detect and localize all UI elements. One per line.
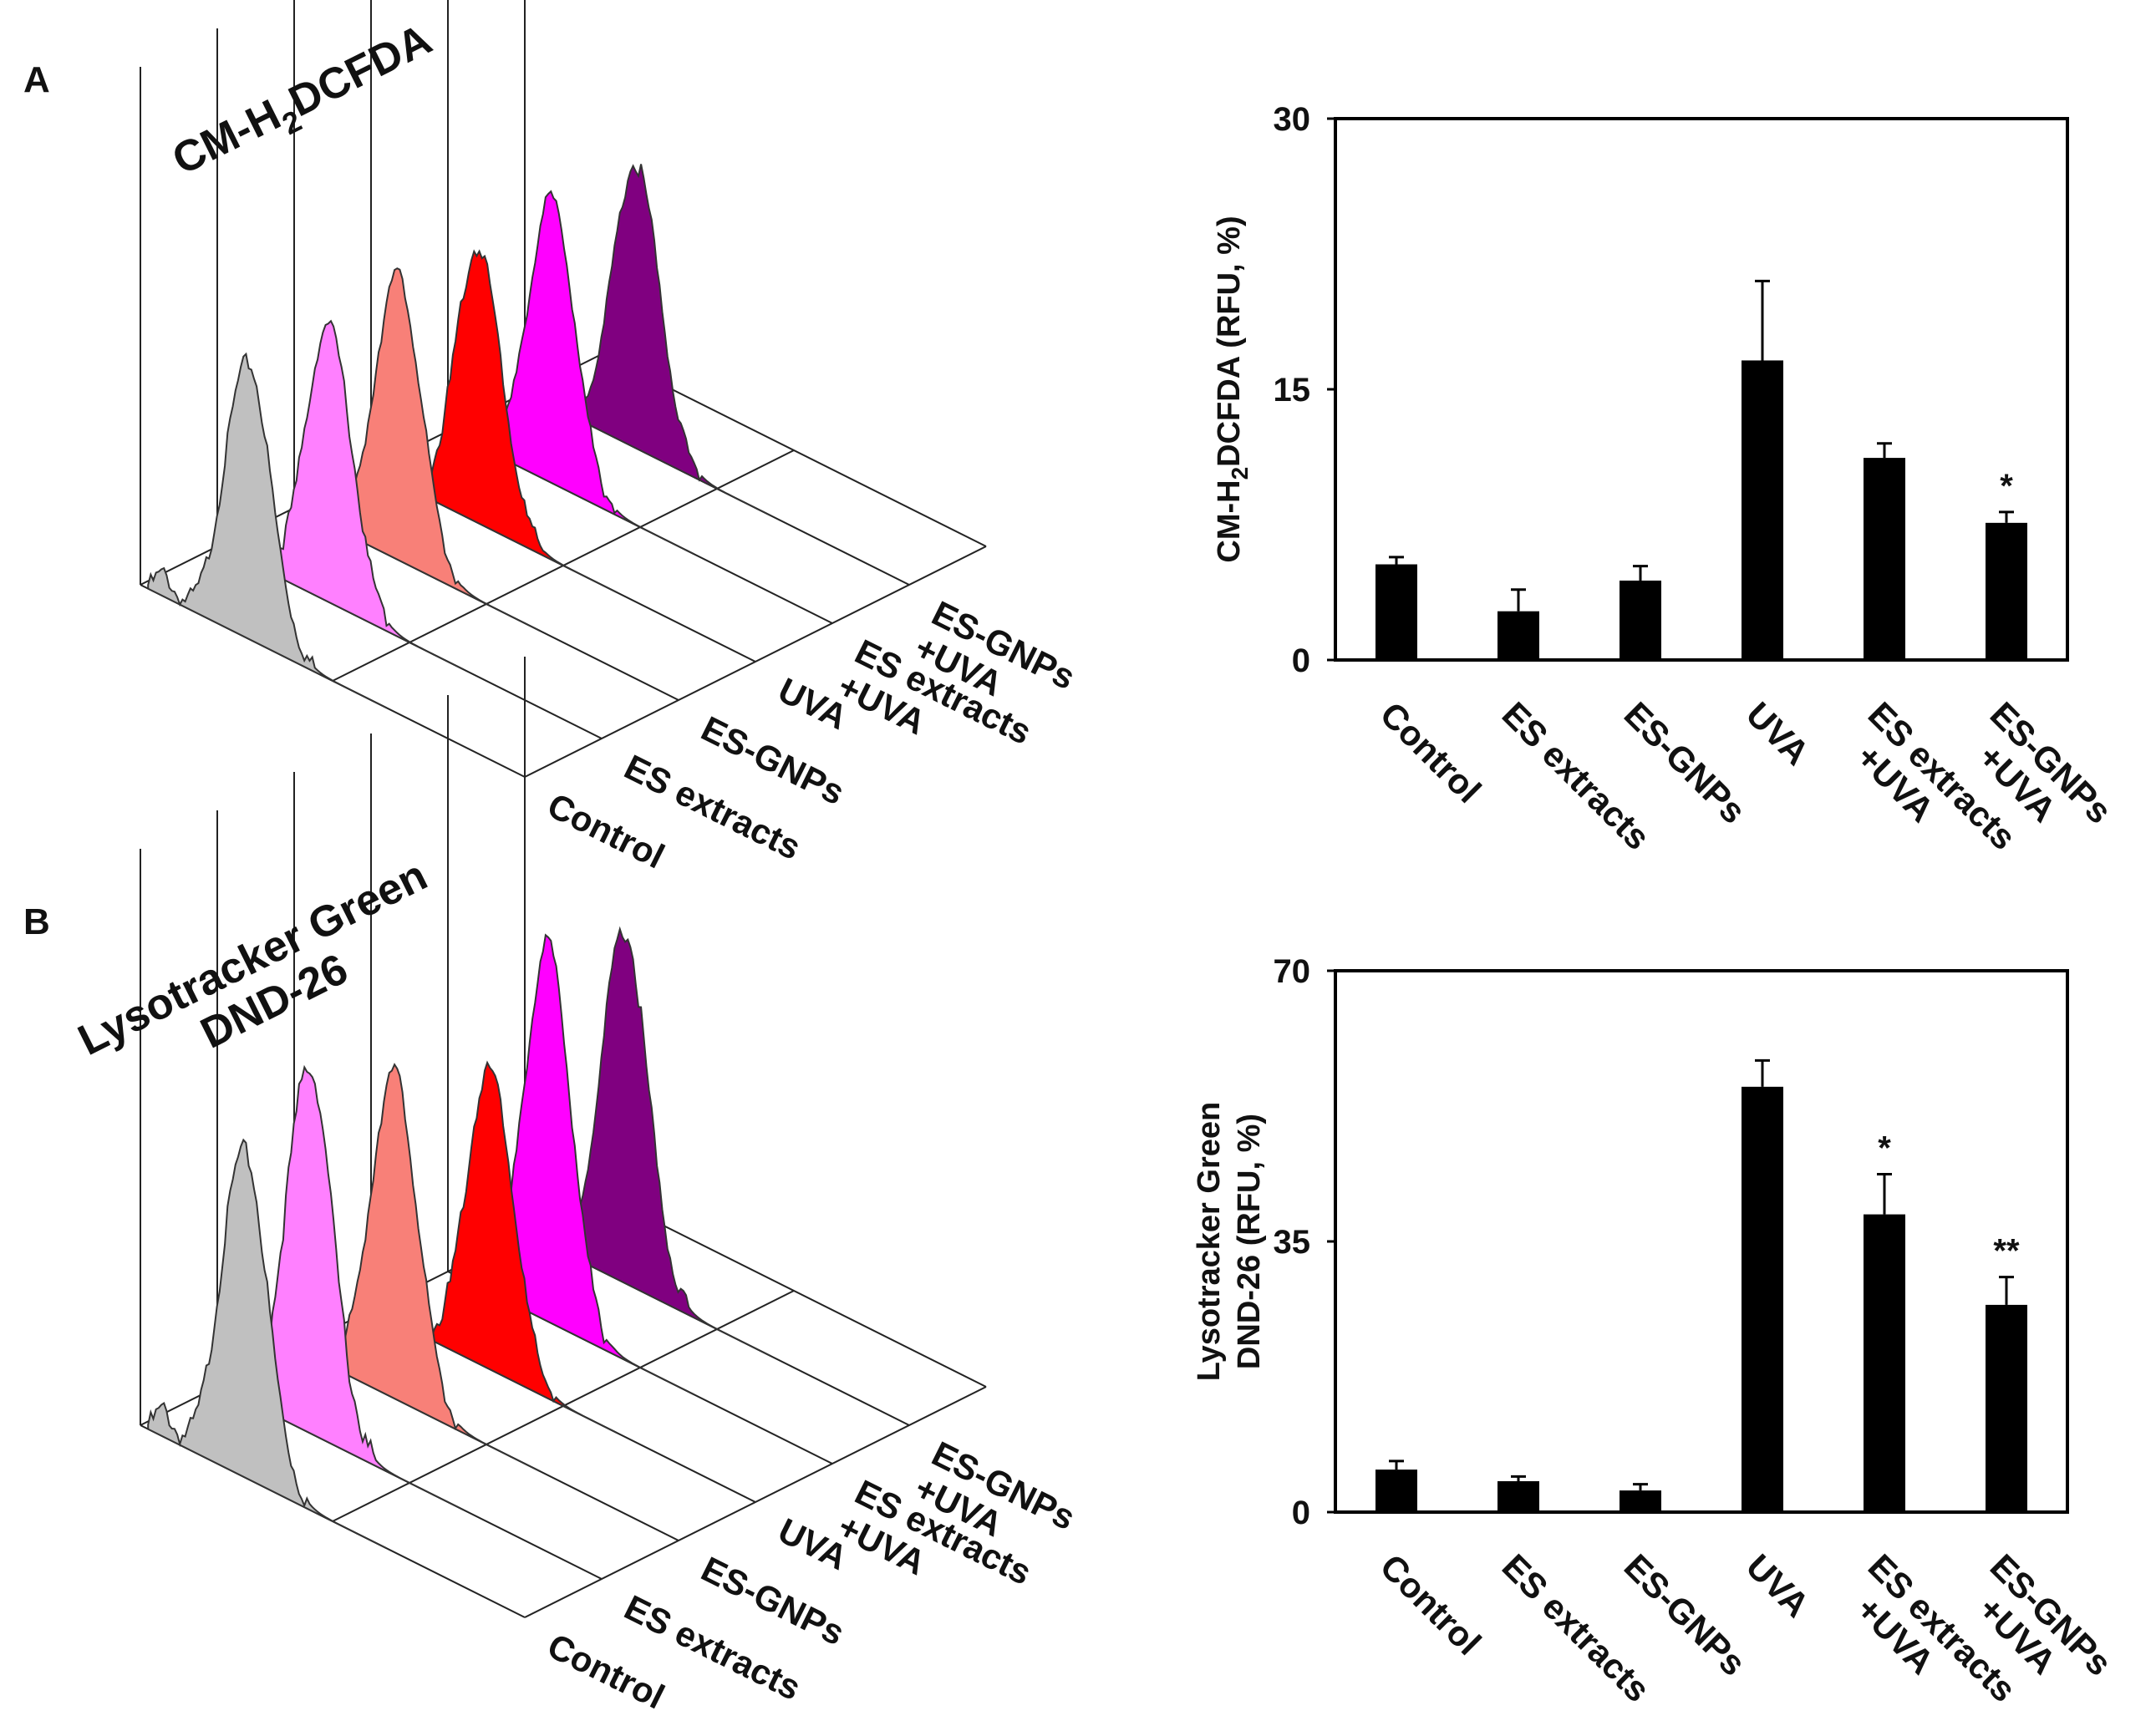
plot-frame	[1334, 117, 2069, 662]
bar	[1375, 1470, 1417, 1512]
floor-grid-line	[524, 546, 987, 778]
hist-curve-1	[147, 352, 387, 709]
plot-frame	[1334, 969, 2069, 1514]
y-tick-label: 70	[1274, 953, 1311, 990]
bar	[1986, 1304, 2027, 1512]
panel-label: B	[23, 901, 50, 942]
y-tick-label: 0	[1292, 1495, 1310, 1531]
bar	[1375, 564, 1417, 660]
bar	[1742, 360, 1783, 660]
category-label: UVA	[1739, 694, 1818, 773]
significance-marker: *	[1878, 1129, 1891, 1166]
histogram-title: CM-H2DCFDA	[165, 15, 443, 192]
bar	[1742, 1086, 1783, 1512]
category-label: Control	[1373, 1546, 1489, 1662]
panel-label: A	[23, 59, 50, 100]
bar	[1498, 611, 1539, 660]
bar	[1986, 522, 2027, 660]
significance-marker: *	[2000, 468, 2013, 505]
bar	[1620, 580, 1661, 660]
y-tick-label: 30	[1274, 101, 1311, 138]
bar	[1864, 1214, 1905, 1512]
y-axis-label: CM-H2DCFDA (RFU, %)	[1212, 216, 1253, 562]
y-axis-label: Lysotracker Green DND-26 (RFU, %)	[1192, 1102, 1267, 1381]
category-label: UVA	[1739, 1546, 1818, 1625]
condition-label: Control	[542, 1626, 671, 1717]
panel-b-bar-chart: 0 35 70 Lysotracker Green DND-26 (RFU, %) Con…	[1192, 953, 2119, 1709]
y-tick-label: 15	[1274, 372, 1311, 409]
y-tick-label: 0	[1292, 642, 1310, 679]
category-label: Control	[1373, 694, 1489, 810]
hist-curve-1	[147, 1138, 387, 1550]
bar	[1620, 1490, 1661, 1512]
bar	[1498, 1480, 1539, 1512]
condition-label: Control	[542, 785, 671, 876]
bar	[1864, 458, 1905, 660]
significance-marker: **	[1993, 1233, 2020, 1270]
floor-grid-line	[524, 1386, 987, 1618]
y-tick-label: 35	[1274, 1224, 1311, 1261]
